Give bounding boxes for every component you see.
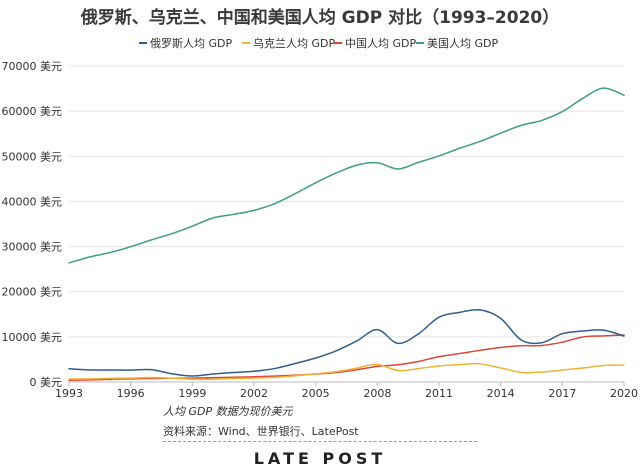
legend-label: 乌克兰人均 GDP — [253, 36, 335, 50]
x-tick-label: 2005 — [302, 387, 330, 400]
x-axis: 1993 1996 1999 2002 2005 2008 2011 2014 2017 2020 — [55, 382, 638, 400]
x-tick-label: 2014 — [487, 387, 515, 400]
grid — [69, 65, 624, 383]
legend-label: 中国人均 GDP — [345, 37, 416, 50]
series-line-ukraine — [68, 362, 625, 380]
y-tick-label: 30000 美元 — [2, 241, 63, 254]
y-tick-label: 50000 美元 — [2, 150, 63, 163]
y-tick-label: 70000 美元 — [2, 60, 63, 73]
x-tick-label: 1999 — [178, 387, 206, 400]
y-tick-label: 40000 美元 — [2, 195, 63, 208]
x-tick-label: 1993 — [55, 387, 83, 400]
y-tick-label: 10000 美元 — [2, 331, 63, 344]
x-tick-label: 2020 — [610, 387, 638, 400]
legend: 俄罗斯人均 GDP 乌克兰人均 GDP 中国人均 GDP 美国人均 GDP — [139, 36, 498, 50]
y-tick-label: 0 美元 — [30, 376, 63, 389]
y-axis: 0 美元 10000 美元 20000 美元 30000 美元 40000 美元 5000… — [2, 60, 63, 389]
series-line-china — [68, 334, 625, 382]
late-post-logo: LATE POST — [253, 449, 387, 468]
x-tick-label: 2017 — [548, 387, 576, 400]
x-tick-label: 2011 — [425, 387, 453, 400]
series-line-russia — [68, 308, 625, 377]
x-tick-label: 2008 — [363, 387, 391, 400]
source-note: 资料来源：Wind、世界银行、LatePost — [163, 425, 359, 438]
x-tick-label: 2002 — [240, 387, 268, 400]
divider — [163, 441, 477, 442]
series-line-usa — [68, 87, 625, 264]
chart-title: 俄罗斯、乌克兰、中国和美国人均 GDP 对比（1993–2020） — [80, 7, 560, 28]
line-chart: 俄罗斯、乌克兰、中国和美国人均 GDP 对比（1993–2020） 俄罗斯人均 … — [2, 7, 639, 400]
unit-note: 人均 GDP 数据为现价美元 — [163, 405, 293, 418]
legend-label: 俄罗斯人均 GDP — [150, 37, 232, 50]
legend-label: 美国人均 GDP — [427, 37, 498, 50]
y-tick-label: 20000 美元 — [2, 286, 63, 299]
y-tick-label: 60000 美元 — [2, 105, 63, 118]
x-tick-label: 1996 — [117, 387, 145, 400]
series-lines — [68, 87, 625, 382]
